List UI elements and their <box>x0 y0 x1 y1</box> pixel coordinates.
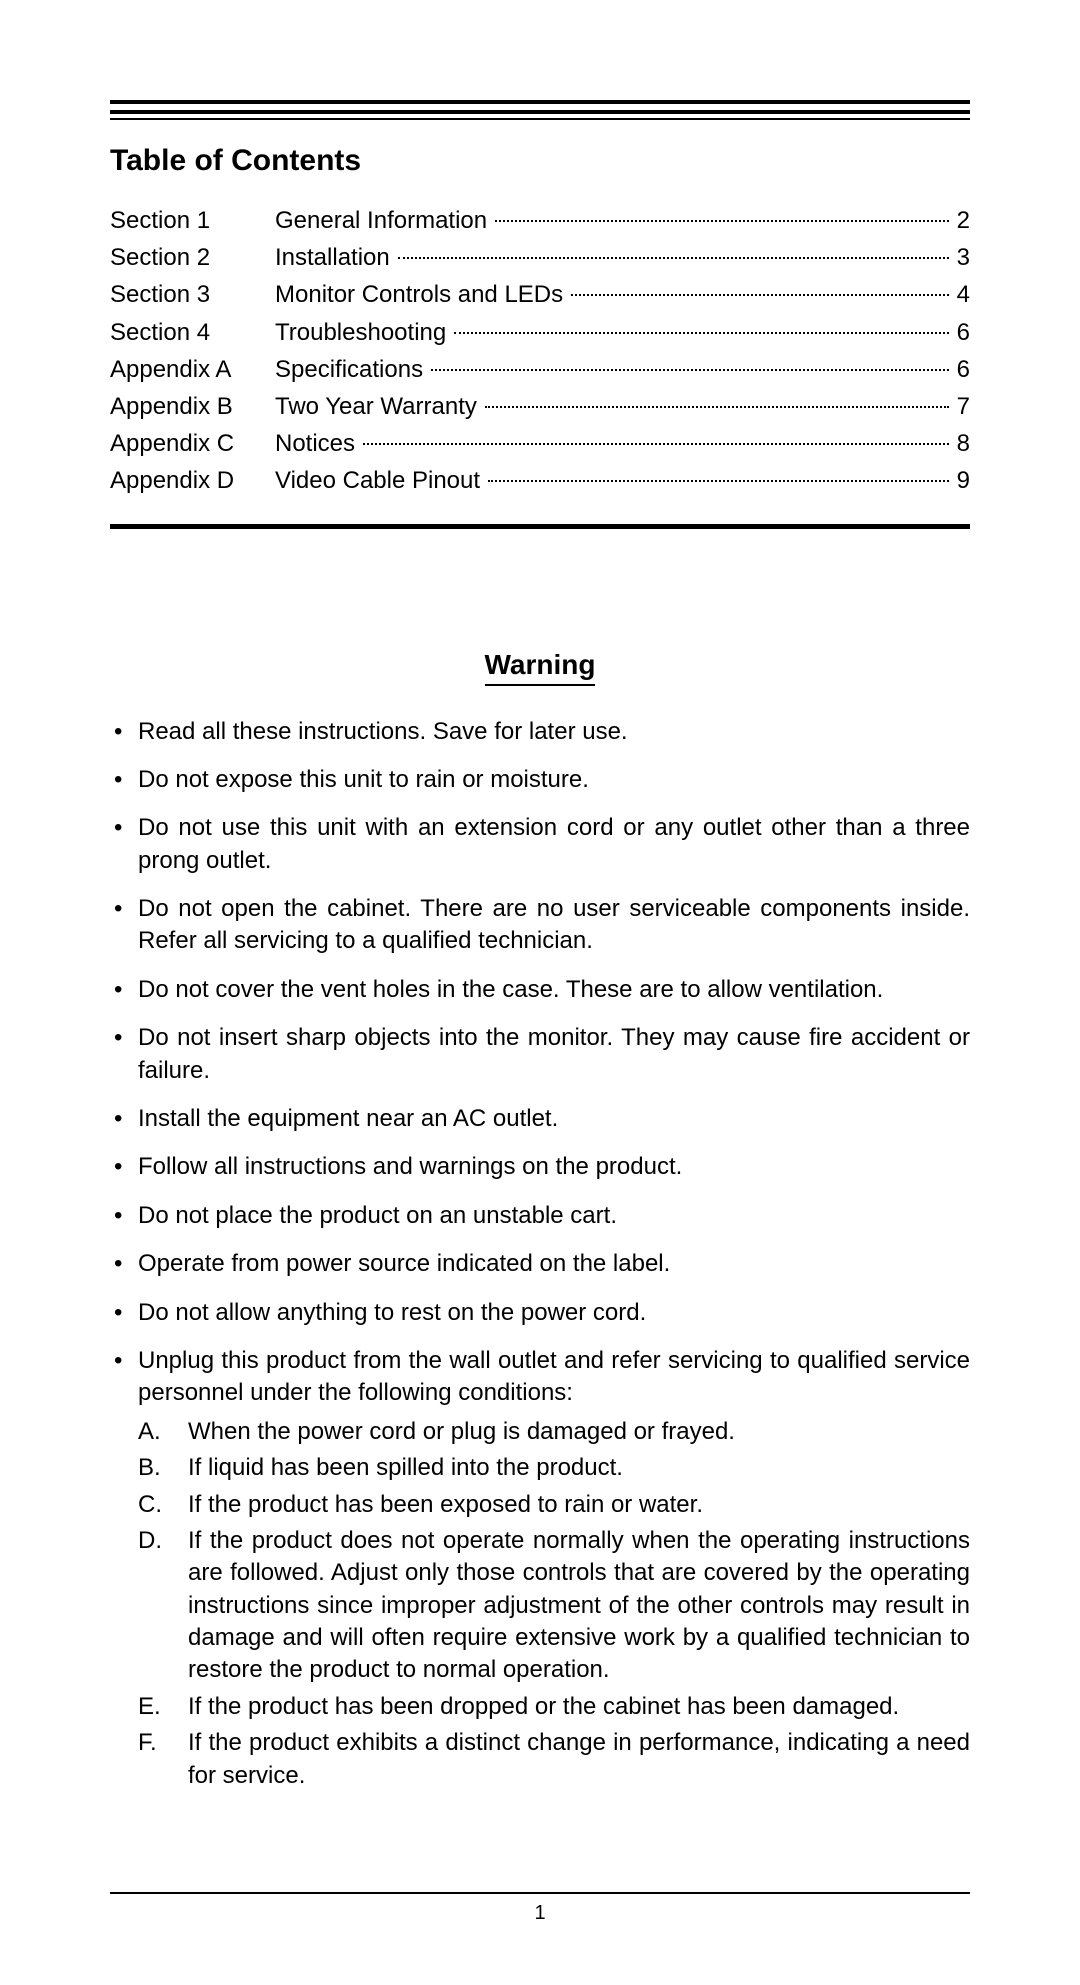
sub-letter: A. <box>138 1416 188 1448</box>
toc-row: Section 2Installation 3 <box>110 239 970 276</box>
warning-item: Follow all instructions and warnings on … <box>110 1151 970 1183</box>
warning-text: Do not place the product on an unstable … <box>138 1202 617 1229</box>
warning-item: Do not use this unit with an extension c… <box>110 812 970 877</box>
warning-text: Read all these instructions. Save for la… <box>138 718 628 745</box>
toc-label: Section 3 <box>110 276 275 313</box>
sub-text: If the product has been exposed to rain … <box>188 1489 970 1521</box>
toc-leader <box>454 332 948 334</box>
toc-row: Section 1General Information 2 <box>110 202 970 239</box>
toc-page: 2 <box>953 202 970 239</box>
sub-text: If the product has been dropped or the c… <box>188 1691 970 1723</box>
document-page: Table of Contents Section 1General Infor… <box>0 0 1080 1985</box>
toc-page: 9 <box>953 462 970 499</box>
toc-label: Appendix D <box>110 462 275 499</box>
toc-page: 3 <box>953 239 970 276</box>
toc-row: Section 3Monitor Controls and LEDs 4 <box>110 276 970 313</box>
toc-leader <box>431 369 949 371</box>
toc-leader <box>485 406 949 408</box>
sub-text: If liquid has been spilled into the prod… <box>188 1452 970 1484</box>
toc-label: Section 2 <box>110 239 275 276</box>
top-rule <box>110 100 970 114</box>
toc-title: Video Cable Pinout <box>275 462 484 499</box>
warning-subitem: C.If the product has been exposed to rai… <box>138 1489 970 1521</box>
sub-text: When the power cord or plug is damaged o… <box>188 1416 970 1448</box>
sub-text: If the product does not operate normally… <box>188 1525 970 1687</box>
warning-item: Do not expose this unit to rain or moist… <box>110 764 970 796</box>
toc-title: Monitor Controls and LEDs <box>275 276 567 313</box>
sub-text: If the product exhibits a distinct chang… <box>188 1727 970 1792</box>
warning-sublist: A.When the power cord or plug is damaged… <box>138 1416 970 1792</box>
toc-label: Section 4 <box>110 314 275 351</box>
toc-heading: Table of Contents <box>110 144 970 178</box>
toc-row: Appendix DVideo Cable Pinout 9 <box>110 462 970 499</box>
toc-label: Appendix C <box>110 425 275 462</box>
toc-label: Appendix A <box>110 351 275 388</box>
warning-item: Do not allow anything to rest on the pow… <box>110 1297 970 1329</box>
warning-text: Install the equipment near an AC outlet. <box>138 1105 558 1132</box>
toc-page: 8 <box>953 425 970 462</box>
sub-letter: E. <box>138 1691 188 1723</box>
warning-list: Read all these instructions. Save for la… <box>110 716 970 1793</box>
toc-title: Troubleshooting <box>275 314 450 351</box>
toc-leader <box>398 257 949 259</box>
page-number: 1 <box>110 1902 970 1925</box>
toc-page: 6 <box>953 314 970 351</box>
warning-text: Do not use this unit with an extension c… <box>138 814 970 873</box>
toc-label: Section 1 <box>110 202 275 239</box>
warning-text: Do not insert sharp objects into the mon… <box>138 1024 970 1083</box>
warning-text: Operate from power source indicated on t… <box>138 1250 670 1277</box>
toc-bottom-rule <box>110 524 970 529</box>
footer-rule <box>110 1892 970 1894</box>
sub-letter: D. <box>138 1525 188 1687</box>
warning-item: Install the equipment near an AC outlet. <box>110 1103 970 1135</box>
toc-title: General Information <box>275 202 491 239</box>
sub-letter: F. <box>138 1727 188 1792</box>
toc-title: Two Year Warranty <box>275 388 481 425</box>
warning-item: Do not cover the vent holes in the case.… <box>110 974 970 1006</box>
toc-row: Section 4Troubleshooting 6 <box>110 314 970 351</box>
toc-label: Appendix B <box>110 388 275 425</box>
warning-item: Do not open the cabinet. There are no us… <box>110 893 970 958</box>
warning-text: Do not expose this unit to rain or moist… <box>138 766 589 793</box>
toc-leader <box>571 294 949 296</box>
warning-item: Unplug this product from the wall outlet… <box>110 1345 970 1792</box>
warning-text: Do not cover the vent holes in the case.… <box>138 976 883 1003</box>
warning-subitem: B.If liquid has been spilled into the pr… <box>138 1452 970 1484</box>
toc-row: Appendix BTwo Year Warranty 7 <box>110 388 970 425</box>
sub-letter: B. <box>138 1452 188 1484</box>
toc-title: Installation <box>275 239 394 276</box>
toc-row: Appendix CNotices 8 <box>110 425 970 462</box>
warning-text: Follow all instructions and warnings on … <box>138 1153 682 1180</box>
toc-leader <box>495 220 949 222</box>
toc-title: Notices <box>275 425 359 462</box>
toc-page: 4 <box>953 276 970 313</box>
warning-item: Do not place the product on an unstable … <box>110 1200 970 1232</box>
warning-text: Do not allow anything to rest on the pow… <box>138 1299 646 1326</box>
warning-text: Unplug this product from the wall outlet… <box>138 1347 970 1406</box>
toc-leader <box>363 443 949 445</box>
warning-item: Do not insert sharp objects into the mon… <box>110 1022 970 1087</box>
toc-page: 6 <box>953 351 970 388</box>
warning-subitem: D.If the product does not operate normal… <box>138 1525 970 1687</box>
toc-leader <box>488 480 949 482</box>
warning-item: Read all these instructions. Save for la… <box>110 716 970 748</box>
warning-item: Operate from power source indicated on t… <box>110 1248 970 1280</box>
toc-row: Appendix ASpecifications 6 <box>110 351 970 388</box>
warning-subitem: A.When the power cord or plug is damaged… <box>138 1416 970 1448</box>
toc-title: Specifications <box>275 351 427 388</box>
warning-heading: Warning <box>485 649 596 686</box>
toc-list: Section 1General Information 2Section 2I… <box>110 202 970 500</box>
warning-subitem: F.If the product exhibits a distinct cha… <box>138 1727 970 1792</box>
sub-letter: C. <box>138 1489 188 1521</box>
warning-text: Do not open the cabinet. There are no us… <box>138 895 970 954</box>
warning-subitem: E.If the product has been dropped or the… <box>138 1691 970 1723</box>
toc-page: 7 <box>953 388 970 425</box>
